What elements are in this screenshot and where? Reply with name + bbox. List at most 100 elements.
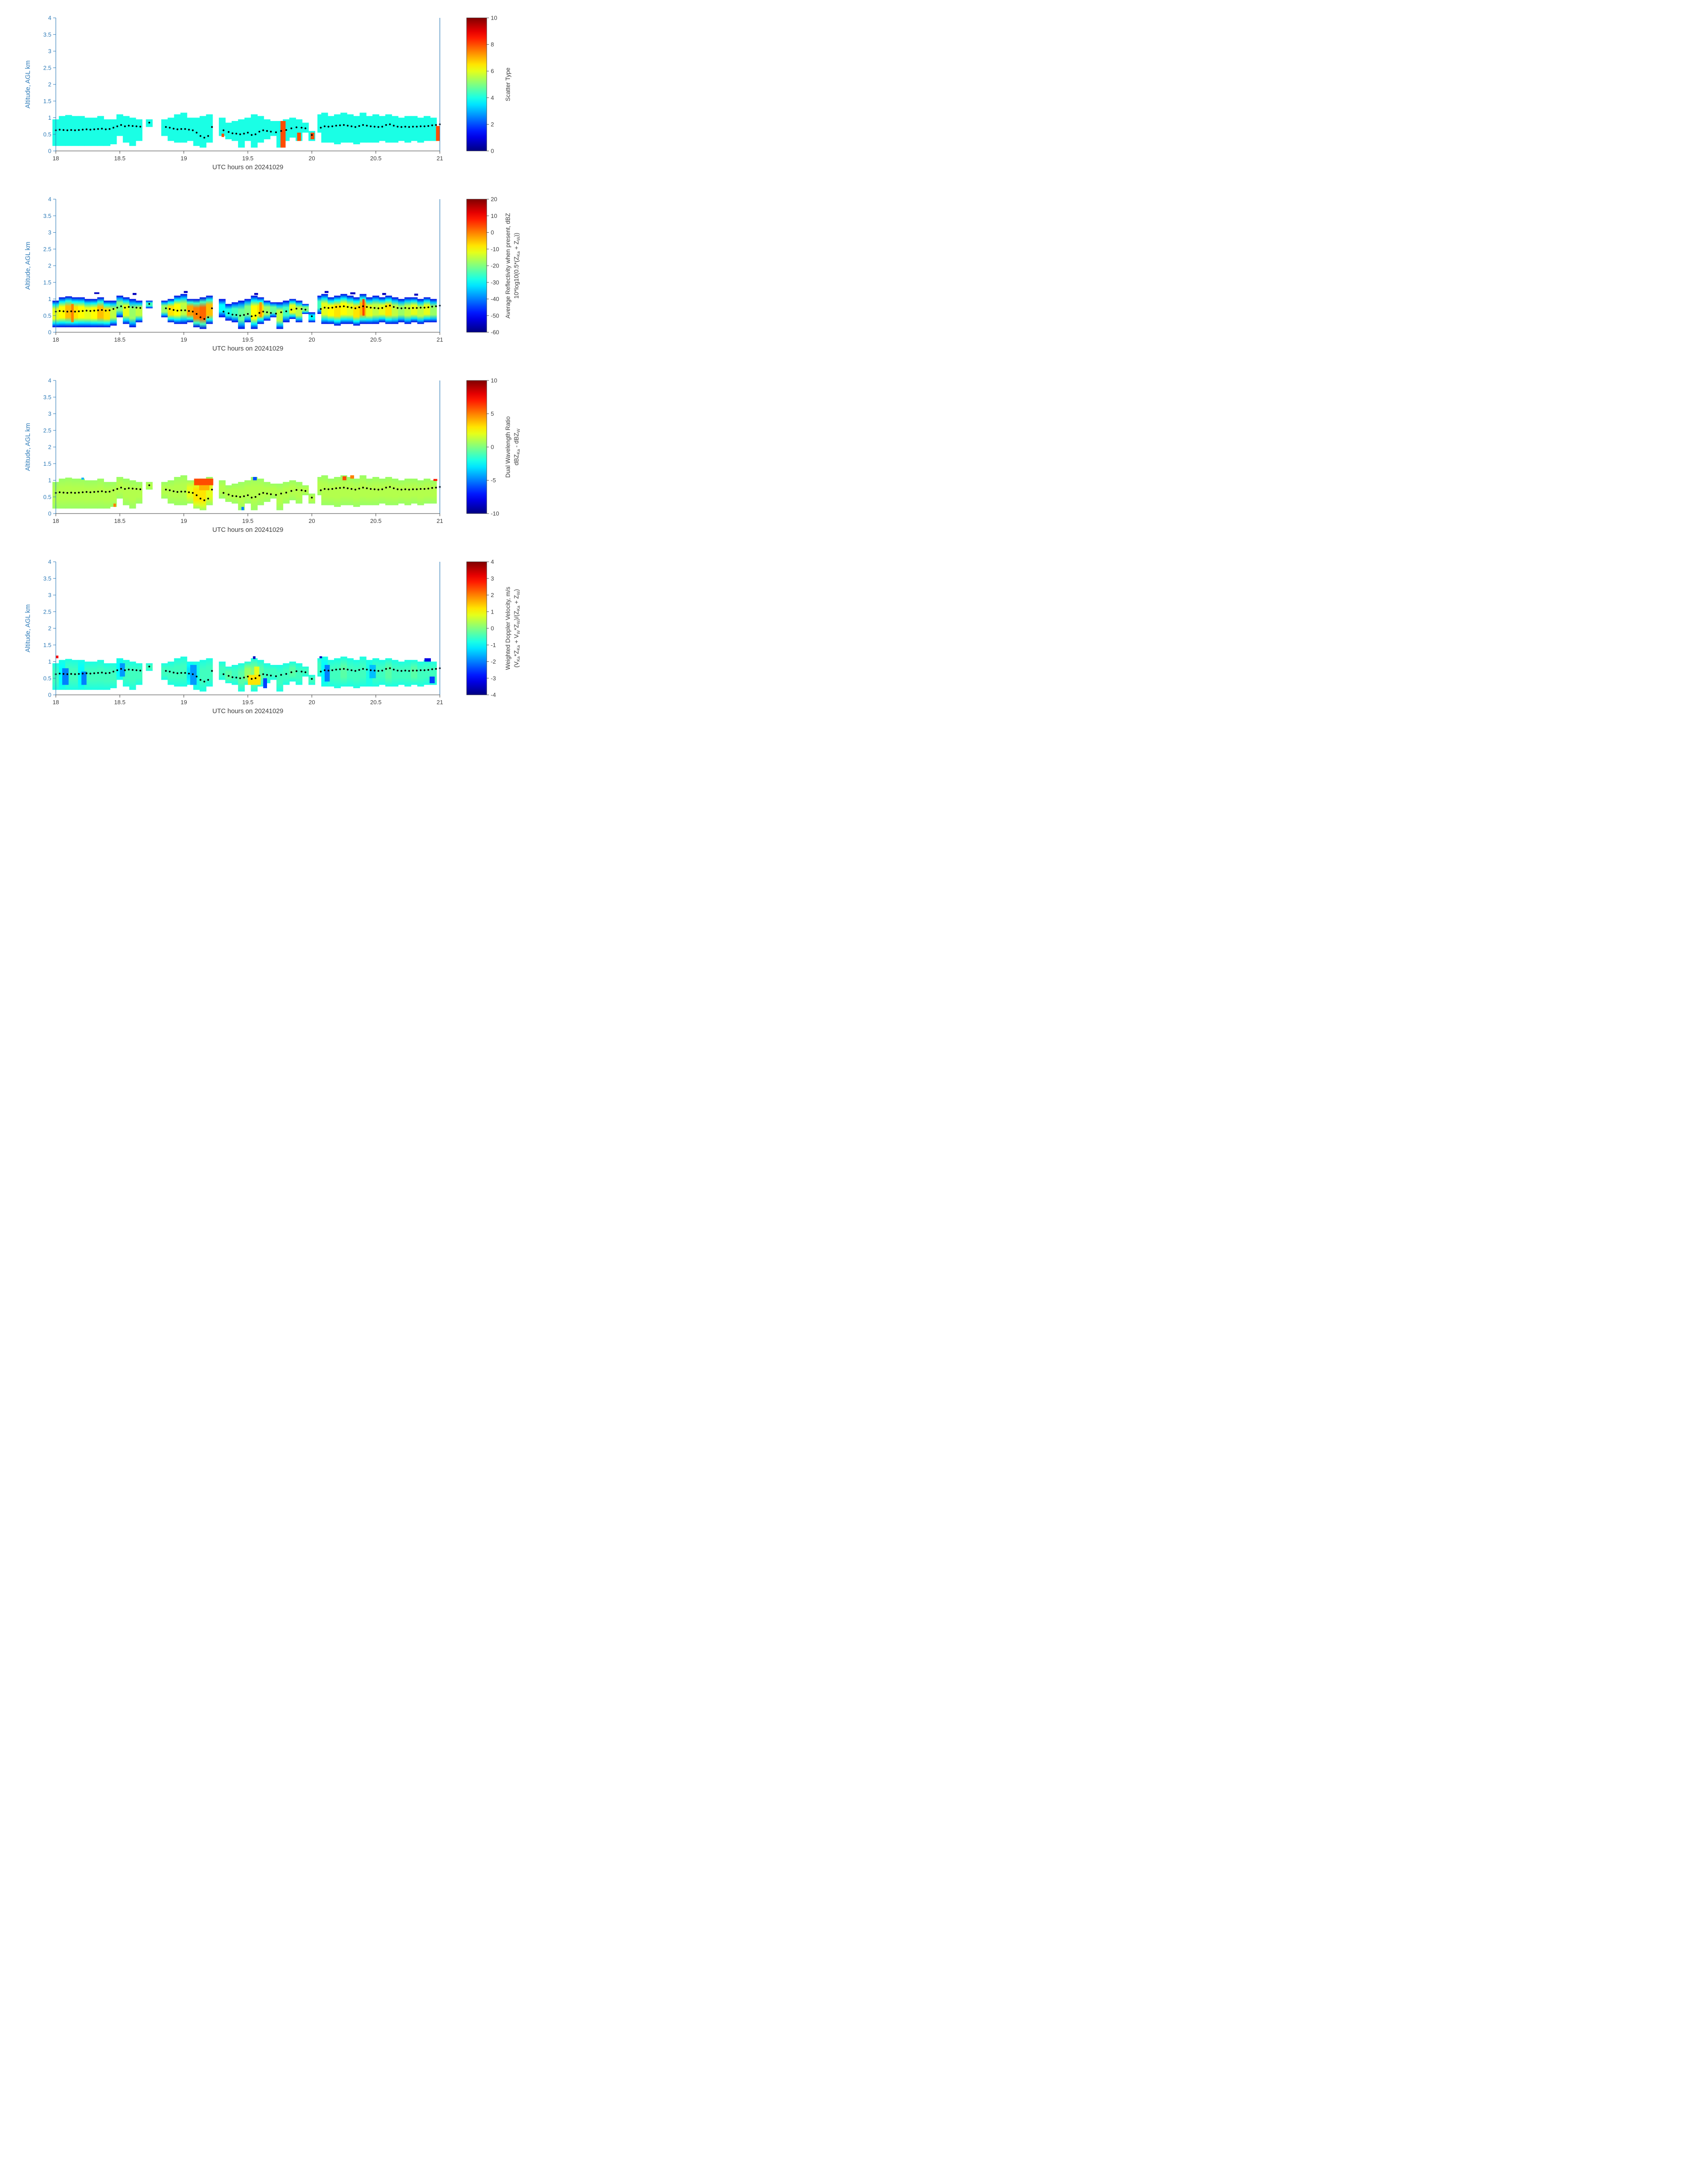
colorbar-label-1: Dual Wavelength Ratio xyxy=(505,416,511,478)
x-tick-label: 18 xyxy=(53,518,59,524)
mean-altitude-dot xyxy=(97,672,99,674)
y-tick-label: 2.5 xyxy=(43,427,51,434)
heatmap-column xyxy=(238,301,245,329)
heatmap-column xyxy=(238,663,245,692)
mean-altitude-dot xyxy=(196,132,198,134)
colorbar-tick-label: -5 xyxy=(491,477,496,484)
mean-altitude-dot xyxy=(176,672,179,674)
mean-altitude-dot xyxy=(320,670,322,673)
x-tick-label: 19.5 xyxy=(242,699,253,706)
mean-altitude-dot xyxy=(389,667,391,669)
mean-altitude-dot xyxy=(385,668,387,670)
panel-average-reflectivity: 18 18.5 19 19.5 20 20.5 21 0 0.5 1 1.5 2 2.5 3 3.5 4 UTC… xyxy=(0,181,569,363)
heatmap-column xyxy=(404,116,411,143)
y-tick-label: 2 xyxy=(48,263,51,269)
heatmap-column xyxy=(327,478,334,506)
mean-altitude-dot xyxy=(251,134,253,136)
y-tick-label: 3.5 xyxy=(43,31,51,38)
mean-altitude-dot xyxy=(199,679,201,681)
mean-altitude-dot xyxy=(66,129,68,131)
heatmap-column xyxy=(417,117,424,143)
heatmap-patches xyxy=(71,291,418,322)
mean-altitude-dot xyxy=(266,493,268,495)
heatmap-patch xyxy=(253,656,256,659)
heatmap-patch xyxy=(71,304,74,322)
heatmap-column xyxy=(372,477,380,506)
heatmap-column xyxy=(110,482,117,507)
heatmap-column xyxy=(411,116,418,141)
mean-altitude-dot xyxy=(228,493,230,496)
mean-altitude-dot xyxy=(362,124,364,126)
mean-altitude-dot xyxy=(381,488,383,490)
mean-altitude-dot xyxy=(295,670,297,673)
mean-altitude-dot xyxy=(120,668,122,670)
mean-altitude-dot xyxy=(66,310,68,313)
x-tick-label: 18.5 xyxy=(114,155,125,162)
mean-altitude-dot xyxy=(401,670,402,672)
heatmap-column xyxy=(167,117,175,141)
mean-altitude-dot xyxy=(70,492,72,494)
mean-altitude-dot xyxy=(416,669,418,672)
mean-altitude-dot xyxy=(78,129,80,131)
mean-altitude-dot xyxy=(381,669,383,672)
heatmap-patch xyxy=(259,302,262,318)
y-tick-label: 0.5 xyxy=(43,312,51,319)
mean-altitude-dot xyxy=(435,486,437,489)
heatmap-column xyxy=(231,121,238,141)
mean-altitude-dot xyxy=(58,129,61,131)
mean-altitude-dot xyxy=(172,309,175,311)
colorbar xyxy=(466,380,487,514)
heatmap-column xyxy=(353,116,360,145)
x-tick-label: 20 xyxy=(309,155,315,162)
mean-altitude-dot xyxy=(305,127,306,130)
heatmap-column xyxy=(270,121,277,136)
y-tick-label: 0.5 xyxy=(43,131,51,138)
mean-altitude-dot xyxy=(412,125,414,128)
mean-altitude-dot xyxy=(275,494,277,496)
mean-altitude-dot xyxy=(235,495,238,497)
mean-altitude-dot xyxy=(420,669,422,671)
mean-altitude-dot xyxy=(420,488,422,490)
mean-altitude-dot xyxy=(412,669,414,672)
mean-altitude-dot xyxy=(381,307,383,309)
mean-altitude-dot xyxy=(180,128,182,130)
mean-altitude-dot xyxy=(70,129,72,131)
heatmap-patch xyxy=(199,485,209,490)
heatmap-column xyxy=(321,475,328,506)
y-tick-label: 3 xyxy=(48,592,51,598)
heatmap-column xyxy=(334,658,341,689)
mean-altitude-dot xyxy=(362,668,364,670)
mean-altitude-dot xyxy=(132,488,134,490)
mean-altitude-dot xyxy=(231,132,234,134)
heatmap-column xyxy=(340,294,347,324)
heatmap-column xyxy=(97,660,104,690)
mean-altitude-dot xyxy=(139,669,142,672)
mean-altitude-dot xyxy=(305,309,306,311)
heatmap-patch xyxy=(81,671,87,685)
mean-altitude-dot xyxy=(393,669,395,671)
heatmap-patch xyxy=(342,476,347,481)
mean-altitude-dot xyxy=(63,310,65,313)
heatmap-column xyxy=(206,658,213,687)
heatmap-column xyxy=(417,480,424,506)
mean-altitude-dot xyxy=(347,125,349,127)
mean-altitude-dot xyxy=(85,128,88,130)
y-tick-label: 0 xyxy=(48,329,51,336)
heatmap-patch xyxy=(241,507,244,510)
heatmap-column xyxy=(78,478,85,509)
mean-altitude-dot xyxy=(192,310,194,313)
heatmap-column xyxy=(65,115,72,146)
mean-altitude-dot xyxy=(176,128,179,130)
mean-altitude-dot xyxy=(135,669,138,671)
heatmap-column xyxy=(244,480,251,504)
mean-altitude-dot xyxy=(93,309,95,312)
colorbar-tick-label: 0 xyxy=(491,148,494,155)
mean-altitude-dot xyxy=(347,487,349,489)
heatmap-column xyxy=(276,302,284,329)
mean-altitude-dot xyxy=(239,496,241,498)
mean-altitude-dot xyxy=(331,125,334,127)
heatmap-column xyxy=(347,296,354,324)
heatmap-column xyxy=(161,663,168,680)
mean-altitude-dot xyxy=(116,306,118,309)
mean-altitude-dot xyxy=(235,133,238,135)
